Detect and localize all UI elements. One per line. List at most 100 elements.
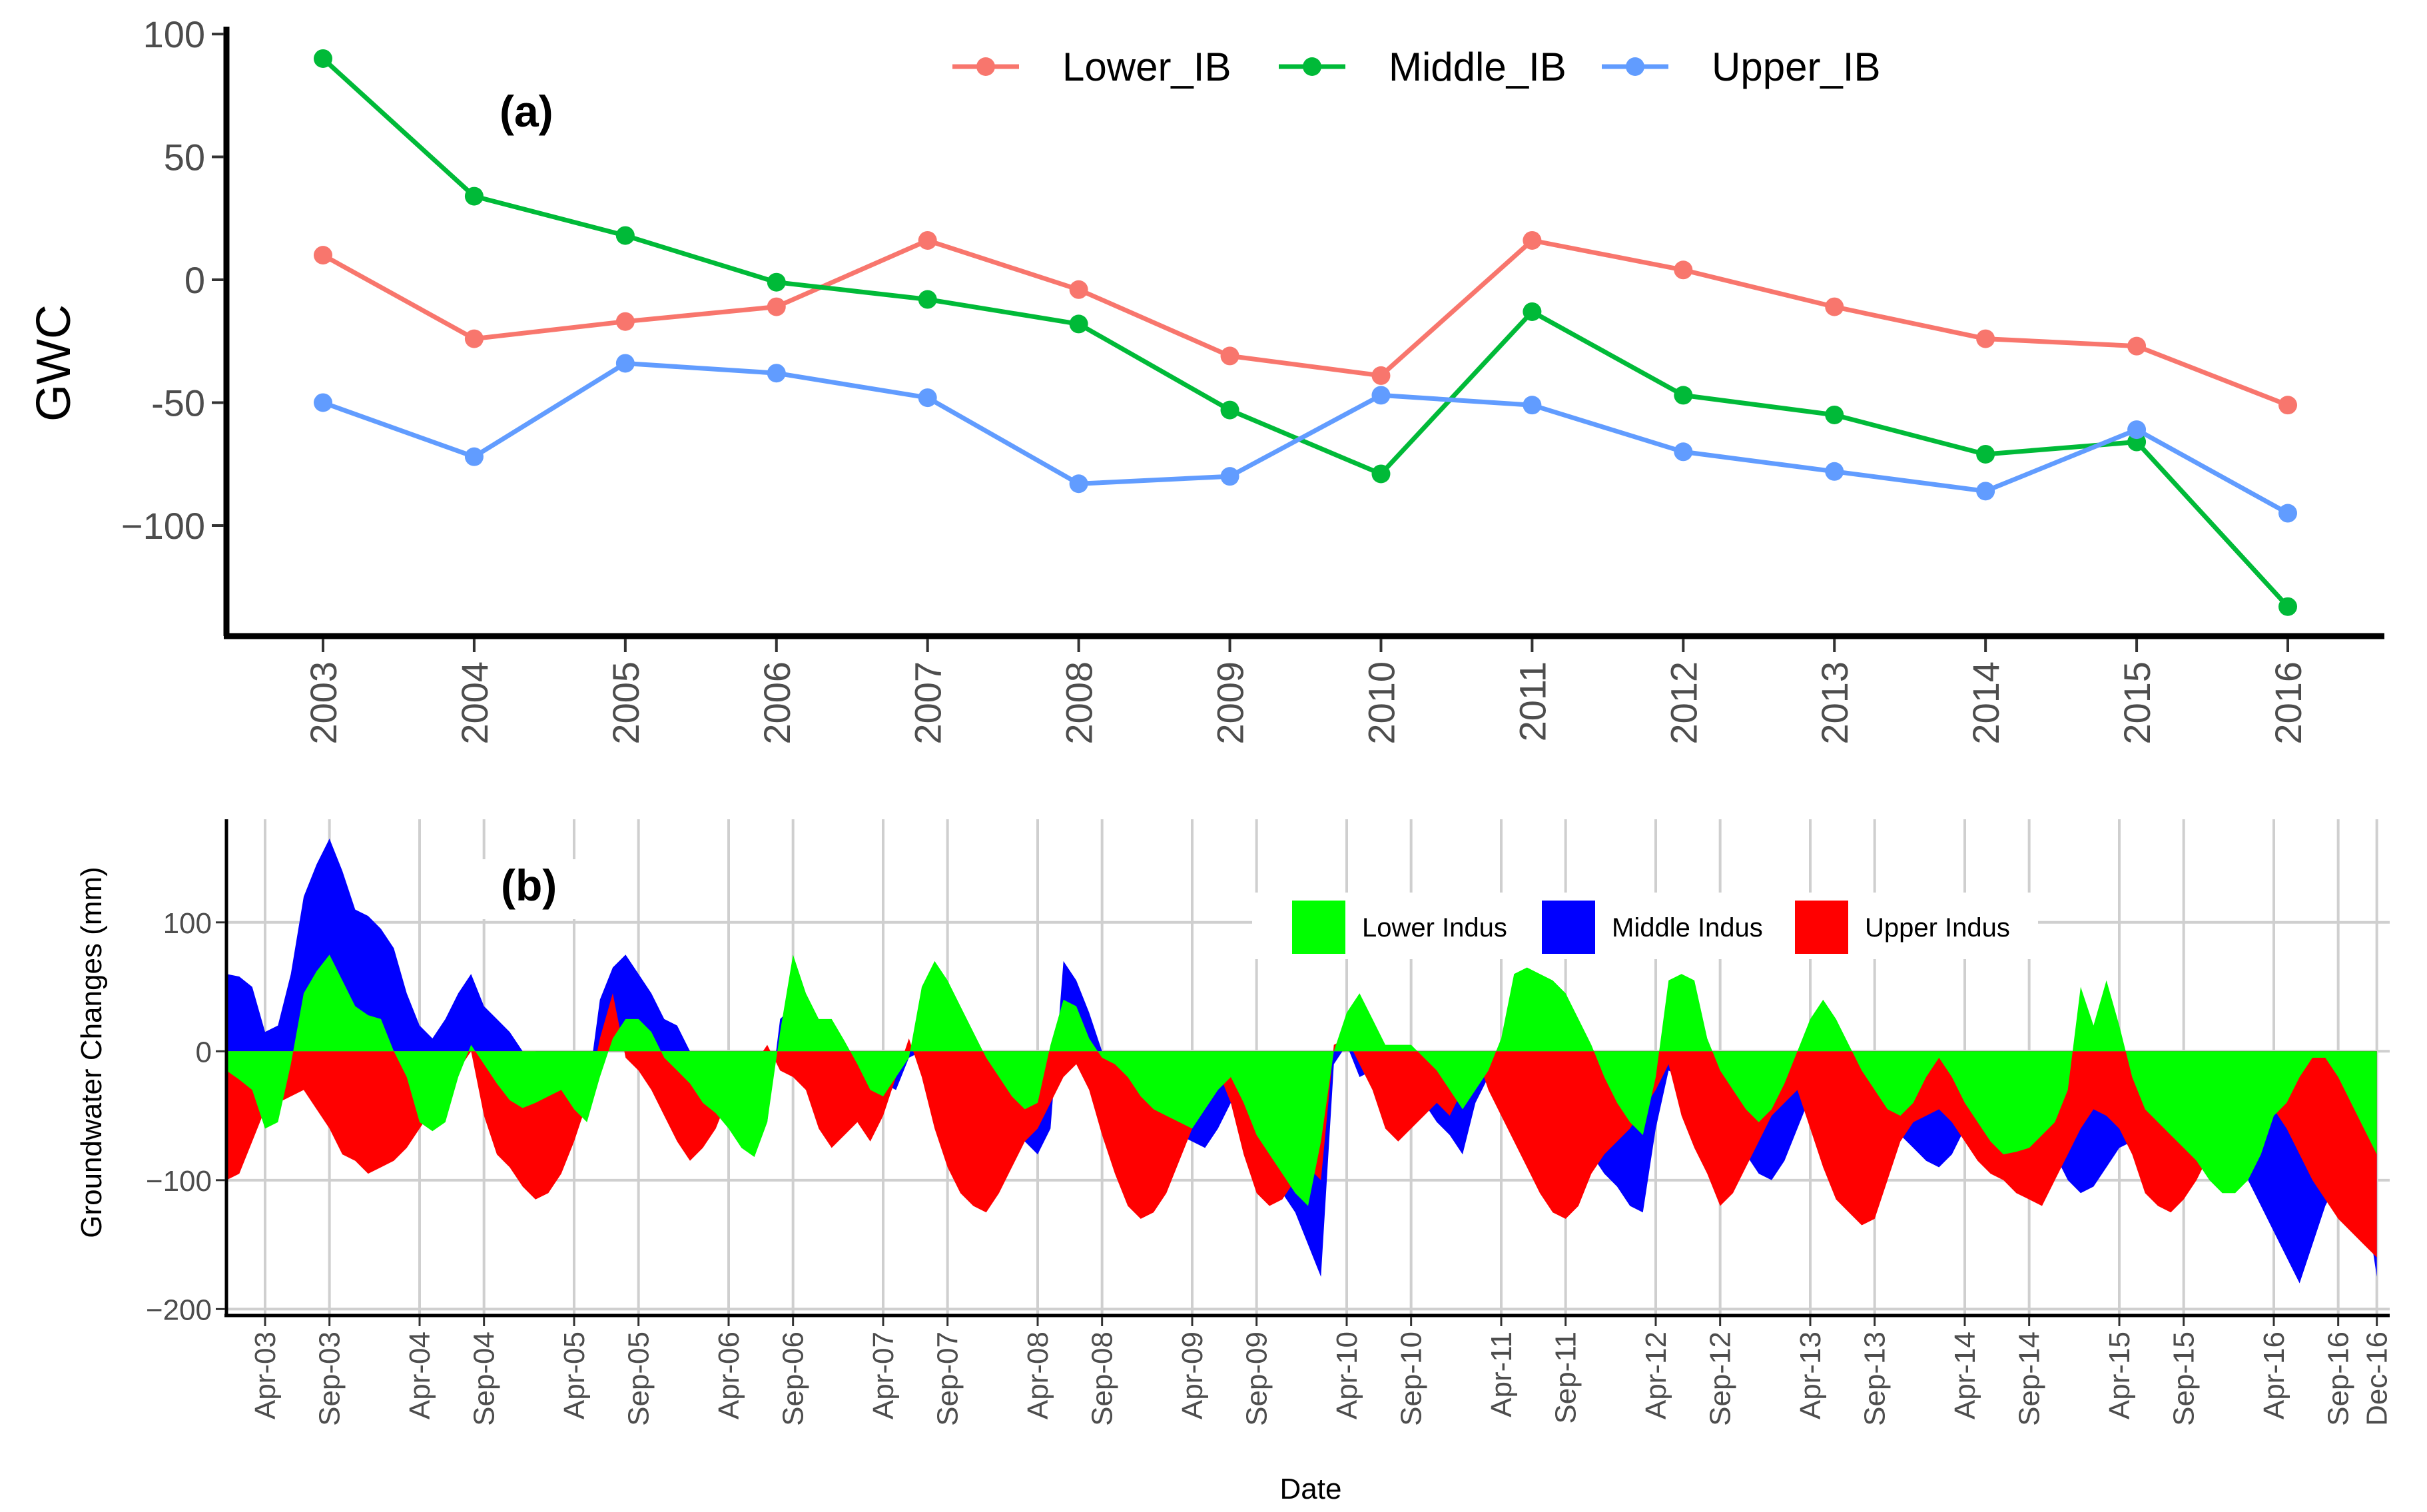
x-tick-label-2013: 2013 xyxy=(1814,661,1856,745)
point-upper-ib-2010 xyxy=(1371,386,1391,405)
point-middle-ib-2005 xyxy=(615,226,635,245)
point-upper-ib-2009 xyxy=(1220,467,1239,486)
point-lower-ib-2006 xyxy=(767,297,786,316)
x-tick-label-2008: 2008 xyxy=(1058,661,1100,745)
x-tick-label-2011: 2011 xyxy=(1511,661,1553,741)
panel-b-label-background xyxy=(460,859,619,919)
point-lower-ib-2004 xyxy=(464,329,484,348)
x-tick-label-apr-03: Apr-03 xyxy=(249,1331,282,1419)
line-upper-ib xyxy=(322,361,2289,516)
y-tick-label-a: -50 xyxy=(151,382,205,424)
x-tick-label-2012: 2012 xyxy=(1662,661,1704,745)
legend-swatch-point-a xyxy=(1626,57,1644,76)
legend-swatch-point-a xyxy=(1303,57,1321,76)
point-lower-ib-2012 xyxy=(1674,260,1693,280)
x-tick-label-2003: 2003 xyxy=(302,661,344,745)
legend-b: Lower Indus Middle Indus Upper Indus xyxy=(1252,893,2038,959)
x-tick-label-apr-08: Apr-08 xyxy=(1022,1331,1054,1419)
point-middle-ib-2014 xyxy=(1976,444,1995,464)
point-middle-ib-2016 xyxy=(2278,597,2297,616)
point-lower-ib-2015 xyxy=(2127,336,2147,356)
line-middle-ib xyxy=(321,57,2290,609)
legend-label-upper-ib: Upper_IB xyxy=(1712,45,1880,89)
x-tick-label-sep-05: Sep-05 xyxy=(623,1331,655,1426)
x-tick-label-apr-14: Apr-14 xyxy=(1949,1331,1981,1419)
point-upper-ib-2012 xyxy=(1674,442,1693,462)
point-lower-ib-2008 xyxy=(1069,280,1088,299)
x-tick-label-apr-07: Apr-07 xyxy=(867,1331,900,1419)
y-tick-label-b: −100 xyxy=(146,1165,212,1198)
point-middle-ib-2003 xyxy=(314,49,332,68)
point-middle-ib-2006 xyxy=(767,272,786,292)
legend-label-middle-indus: Middle Indus xyxy=(1612,913,1763,943)
point-lower-ib-2005 xyxy=(615,312,635,331)
point-middle-ib-2008 xyxy=(1069,314,1088,334)
x-tick-label-apr-09: Apr-09 xyxy=(1176,1331,1209,1419)
legend-label-upper-indus: Upper Indus xyxy=(1865,913,2010,943)
x-tick-label-sep-08: Sep-08 xyxy=(1086,1331,1119,1426)
x-tick-label-sep-03: Sep-03 xyxy=(314,1331,346,1426)
x-tick-label-apr-13: Apr-13 xyxy=(1794,1331,1827,1419)
line-lower-ib xyxy=(322,238,2289,408)
point-middle-ib-2007 xyxy=(918,290,937,309)
y-tick-label-b: −200 xyxy=(146,1294,212,1326)
point-lower-ib-2010 xyxy=(1371,366,1391,385)
x-tick-label-apr-04: Apr-04 xyxy=(404,1331,436,1419)
panel-a-line-chart: 2003 2004 2005 2006 2007 2008 2009 2010 2011 2012… xyxy=(27,13,2384,745)
point-middle-ib-2009 xyxy=(1220,400,1239,420)
legend-swatch-lower-indus xyxy=(1292,901,1345,954)
x-tick-label-2014: 2014 xyxy=(1965,661,2007,745)
panel-b-area-chart: Apr-03 Sep-03 Apr-04 Sep-04 Apr-05 Sep-05 Apr-… xyxy=(75,819,2394,1505)
point-lower-ib-2009 xyxy=(1220,346,1239,366)
y-tick-label-a: 100 xyxy=(143,13,205,55)
point-upper-ib-2013 xyxy=(1825,462,1844,481)
point-lower-ib-2014 xyxy=(1976,329,1995,348)
point-upper-ib-2007 xyxy=(918,388,937,408)
point-upper-ib-2014 xyxy=(1976,482,1995,501)
y-tick-label-a: 50 xyxy=(164,137,205,179)
x-axis-label-b: Date xyxy=(1280,1473,1342,1505)
y-tick-label-b: 100 xyxy=(163,907,212,940)
point-upper-ib-2004 xyxy=(464,447,484,466)
panel-b-label: (b) xyxy=(501,861,557,910)
point-upper-ib-2003 xyxy=(314,393,332,412)
y-axis-label-a: GWC xyxy=(27,304,81,422)
area-lower-indus xyxy=(226,954,2377,1206)
x-tick-label-2006: 2006 xyxy=(756,661,798,745)
x-tick-label-2007: 2007 xyxy=(907,661,949,745)
point-middle-ib-2011 xyxy=(1523,302,1542,321)
x-tick-label-dec-16: Dec-16 xyxy=(2361,1331,2394,1426)
x-tick-label-apr-15: Apr-15 xyxy=(2103,1331,2136,1419)
x-tick-label-sep-16: Sep-16 xyxy=(2322,1331,2355,1426)
point-lower-ib-2003 xyxy=(314,246,332,265)
point-upper-ib-2016 xyxy=(2278,504,2297,523)
x-tick-label-sep-09: Sep-09 xyxy=(1241,1331,1273,1426)
x-tick-label-2016: 2016 xyxy=(2267,661,2309,745)
point-middle-ib-2012 xyxy=(1674,386,1693,405)
legend-a: Lower_IB Middle_IB Upper_IB xyxy=(952,45,1880,89)
x-tick-label-sep-10: Sep-10 xyxy=(1395,1331,1428,1426)
legend-label-middle-ib: Middle_IB xyxy=(1389,45,1566,89)
x-tick-label-sep-06: Sep-06 xyxy=(777,1331,810,1426)
y-tick-label-a: 0 xyxy=(184,259,205,301)
x-tick-label-2004: 2004 xyxy=(454,661,496,745)
x-tick-label-sep-12: Sep-12 xyxy=(1704,1331,1737,1426)
panel-a-label: (a) xyxy=(500,87,553,136)
point-upper-ib-2008 xyxy=(1069,474,1088,494)
x-tick-label-apr-10: Apr-10 xyxy=(1331,1331,1363,1419)
x-tick-label-2009: 2009 xyxy=(1210,661,1251,745)
x-tick-label-2005: 2005 xyxy=(605,661,647,745)
legend-background-b xyxy=(1252,893,2038,959)
point-lower-ib-2016 xyxy=(2278,396,2297,415)
legend-swatch-point-a xyxy=(976,57,995,76)
x-tick-label-sep-07: Sep-07 xyxy=(932,1331,964,1426)
legend-swatch-upper-indus xyxy=(1795,901,1848,954)
x-tick-label-sep-14: Sep-14 xyxy=(2013,1331,2046,1426)
x-tick-label-apr-12: Apr-12 xyxy=(1640,1331,1672,1419)
x-tick-label-apr-05: Apr-05 xyxy=(558,1331,591,1419)
point-lower-ib-2007 xyxy=(918,230,937,250)
y-tick-label-a: −100 xyxy=(121,505,205,547)
x-tick-label-sep-13: Sep-13 xyxy=(1859,1331,1892,1426)
point-upper-ib-2011 xyxy=(1523,396,1542,415)
